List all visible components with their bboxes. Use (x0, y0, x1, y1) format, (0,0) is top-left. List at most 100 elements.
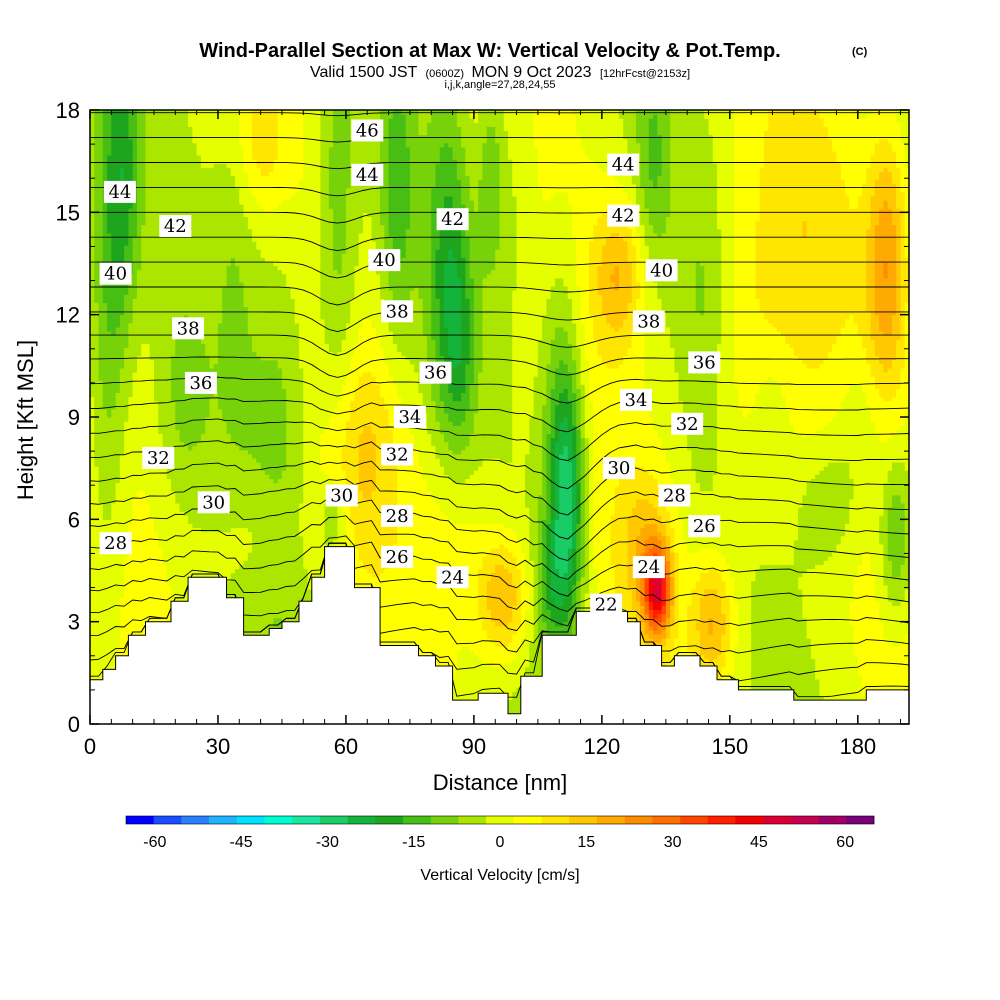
velocity-cell (150, 413, 155, 418)
velocity-cell (107, 159, 112, 164)
velocity-cell (116, 511, 121, 516)
velocity-cell (120, 417, 125, 422)
velocity-cell (137, 573, 142, 578)
velocity-cell (137, 462, 142, 467)
velocity-cell (141, 605, 146, 610)
velocity-cell (99, 392, 104, 397)
velocity-cell (133, 315, 138, 320)
velocity-cell (99, 347, 104, 352)
velocity-cell (150, 601, 155, 606)
velocity-cell (99, 114, 104, 119)
velocity-cell (137, 225, 142, 230)
velocity-cell (111, 573, 116, 578)
velocity-cell (150, 126, 155, 131)
velocity-cell (154, 581, 159, 586)
velocity-cell (145, 171, 150, 176)
velocity-cell (158, 139, 163, 144)
velocity-cell (116, 216, 121, 221)
velocity-cell (167, 568, 172, 573)
velocity-cell (103, 372, 108, 377)
velocity-cell (103, 118, 108, 123)
velocity-cell (141, 564, 146, 569)
velocity-cell (120, 609, 125, 614)
velocity-cell (150, 417, 155, 422)
velocity-cell (99, 470, 104, 475)
chart-title: Wind-Parallel Section at Max W: Vertical… (199, 40, 780, 62)
velocity-cell (128, 311, 133, 316)
velocity-cell (128, 171, 133, 176)
velocity-cell (163, 552, 168, 557)
velocity-cell (94, 626, 99, 631)
velocity-cell (128, 491, 133, 496)
velocity-cell (133, 175, 138, 180)
velocity-cell (163, 532, 168, 537)
velocity-cell (107, 589, 112, 594)
velocity-cell (107, 155, 112, 160)
velocity-cell (158, 196, 163, 201)
velocity-cell (103, 380, 108, 385)
velocity-cell (103, 364, 108, 369)
velocity-cell (167, 409, 172, 414)
velocity-cell (94, 560, 99, 565)
velocity-cell (137, 372, 142, 377)
velocity-cell (150, 360, 155, 365)
velocity-cell (99, 200, 104, 205)
velocity-cell (154, 528, 159, 533)
velocity-cell (111, 225, 116, 230)
velocity-cell (141, 290, 146, 295)
velocity-cell (107, 417, 112, 422)
velocity-cell (124, 511, 129, 516)
velocity-cell (137, 298, 142, 303)
velocity-cell (154, 274, 159, 279)
velocity-cell (141, 122, 146, 127)
velocity-cell (150, 511, 155, 516)
velocity-cell (116, 311, 121, 316)
velocity-cell (116, 503, 121, 508)
velocity-cell (158, 421, 163, 426)
velocity-cell (116, 356, 121, 361)
velocity-cell (158, 503, 163, 508)
velocity-cell (154, 437, 159, 442)
velocity-cell (154, 139, 159, 144)
velocity-cell (94, 642, 99, 647)
velocity-cell (107, 474, 112, 479)
velocity-cell (150, 519, 155, 524)
velocity-cell (133, 229, 138, 234)
velocity-cell (133, 388, 138, 393)
velocity-cell (163, 163, 168, 168)
velocity-cell (128, 454, 133, 459)
velocity-cell (137, 470, 142, 475)
velocity-cell (103, 155, 108, 160)
velocity-cell (120, 466, 125, 471)
velocity-cell (145, 405, 150, 410)
velocity-cell (141, 306, 146, 311)
velocity-cell (145, 397, 150, 402)
velocity-cell (103, 151, 108, 156)
velocity-cell (150, 548, 155, 553)
velocity-cell (133, 155, 138, 160)
velocity-cell (158, 335, 163, 340)
velocity-cell (94, 384, 99, 389)
velocity-cell (120, 613, 125, 618)
velocity-cell (94, 597, 99, 602)
velocity-cell (124, 343, 129, 348)
velocity-cell (137, 155, 142, 160)
velocity-cell (141, 294, 146, 299)
velocity-cell (103, 343, 108, 348)
velocity-cell (120, 323, 125, 328)
velocity-cell (94, 388, 99, 393)
velocity-cell (154, 392, 159, 397)
velocity-cell (128, 143, 133, 148)
velocity-cell (137, 511, 142, 516)
velocity-cell (116, 229, 121, 234)
velocity-cell (94, 609, 99, 614)
velocity-cell (107, 319, 112, 324)
velocity-cell (124, 315, 129, 320)
velocity-cell (141, 352, 146, 357)
velocity-cell (163, 343, 168, 348)
velocity-cell (133, 204, 138, 209)
velocity-cell (158, 511, 163, 516)
velocity-cell (163, 249, 168, 254)
velocity-cell (145, 212, 150, 217)
velocity-cell (99, 515, 104, 520)
